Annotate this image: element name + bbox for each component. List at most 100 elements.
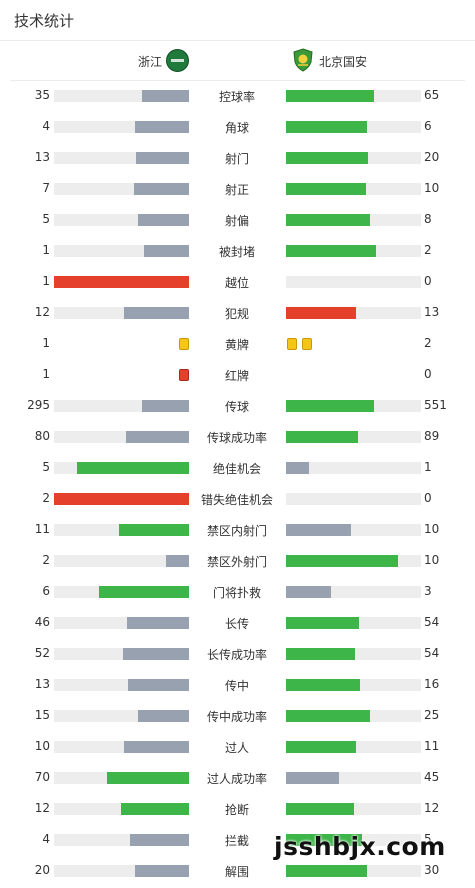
stat-row: 295 传球 551 (0, 391, 475, 422)
stat-label: 被封堵 (218, 245, 255, 259)
away-stat-bar (286, 90, 421, 102)
away-stat-bar-fill (286, 586, 331, 598)
home-stat-value: 12 (34, 305, 50, 319)
stat-label: 黄牌 (224, 338, 249, 352)
home-stat-bar (54, 183, 189, 195)
home-stat-bar-fill (124, 307, 189, 319)
home-stat-value: 4 (42, 119, 50, 133)
away-stat-bar (286, 865, 421, 877)
away-stat-value: 3 (424, 584, 432, 598)
away-team-logo (293, 48, 313, 72)
home-stat-value: 13 (34, 677, 50, 691)
stat-row: 1 黄牌 2 (0, 329, 475, 360)
home-stat-bar (54, 648, 189, 660)
home-stat-value: 1 (42, 243, 50, 257)
home-stat-bar-fill (77, 462, 189, 474)
away-stat-bar (286, 152, 421, 164)
home-stat-value: 6 (42, 584, 50, 598)
home-stat-value: 2 (42, 553, 50, 567)
stat-row: 80 传球成功率 89 (0, 422, 475, 453)
away-stat-bar-fill (286, 648, 355, 660)
away-stat-value: 10 (424, 553, 440, 567)
home-stat-value: 2 (42, 491, 50, 505)
home-stat-bar (54, 90, 189, 102)
stat-row: 1 红牌 0 (0, 360, 475, 391)
stat-label: 绝佳机会 (212, 462, 261, 476)
home-stat-bar-fill (144, 245, 189, 257)
stat-row: 13 射门 20 (0, 143, 475, 174)
stat-label: 长传 (224, 617, 249, 631)
home-stat-value: 12 (34, 801, 50, 815)
stat-label: 传球成功率 (206, 431, 267, 445)
home-stat-bar-fill (107, 772, 189, 784)
home-team-logo (166, 49, 189, 72)
stat-row: 6 门将扑救 3 (0, 577, 475, 608)
away-stat-bar (286, 431, 421, 443)
stat-row: 4 拦截 5 (0, 825, 475, 856)
away-stat-bar (286, 710, 421, 722)
away-stat-value: 65 (424, 88, 440, 102)
home-stat-value: 1 (42, 367, 50, 381)
home-stat-value: 15 (34, 708, 50, 722)
away-stat-value: 16 (424, 677, 440, 691)
home-stat-value: 70 (34, 770, 50, 784)
home-stat-value: 35 (34, 88, 50, 102)
away-stat-bar (286, 555, 421, 567)
stat-row: 4 角球 6 (0, 112, 475, 143)
home-stat-bar-fill (142, 90, 189, 102)
stat-row: 7 射正 10 (0, 174, 475, 205)
stat-label: 控球率 (218, 90, 255, 104)
stat-label: 射门 (224, 152, 249, 166)
away-stat-bar-fill (286, 710, 370, 722)
away-stat-bar-fill (286, 152, 368, 164)
away-stat-bar (286, 586, 421, 598)
away-stat-bar (286, 214, 421, 226)
stat-row: 1 越位 0 (0, 267, 475, 298)
stat-label: 错失绝佳机会 (200, 493, 273, 507)
home-stat-value: 5 (42, 460, 50, 474)
away-stat-bar-fill (286, 121, 367, 133)
away-stat-value: 54 (424, 615, 440, 629)
home-stat-bar (54, 431, 189, 443)
home-stat-bar (54, 214, 189, 226)
away-stat-bar-fill (286, 307, 356, 319)
page-title: 技术统计 (14, 12, 75, 30)
away-stat-bar (286, 617, 421, 629)
stat-label: 长传成功率 (206, 648, 267, 662)
home-stat-bar (54, 276, 189, 288)
away-stat-value: 10 (424, 522, 440, 536)
away-stat-value: 1 (424, 460, 432, 474)
home-stat-bar-fill (142, 400, 189, 412)
stat-row: 10 过人 11 (0, 732, 475, 763)
away-stat-bar-fill (286, 400, 374, 412)
stat-label: 射偏 (224, 214, 249, 228)
away-stat-bar-fill (286, 462, 309, 474)
home-stat-bar-fill (128, 679, 189, 691)
away-stat-value: 54 (424, 646, 440, 660)
away-stat-value: 6 (424, 119, 432, 133)
stat-row: 11 禁区内射门 10 (0, 515, 475, 546)
home-stat-bar-fill (138, 710, 189, 722)
home-stat-value: 13 (34, 150, 50, 164)
home-stat-value: 5 (42, 212, 50, 226)
home-stat-bar-fill (54, 493, 189, 505)
away-stat-bar (286, 741, 421, 753)
home-stat-bar (54, 152, 189, 164)
away-stat-bar-fill (286, 245, 376, 257)
home-stat-value: 52 (34, 646, 50, 660)
away-stat-bar (286, 276, 421, 288)
stat-label: 抢断 (224, 803, 249, 817)
away-stat-bar-fill (286, 214, 370, 226)
home-stat-value: 80 (34, 429, 50, 443)
away-stat-bar-fill (286, 803, 354, 815)
home-stat-bar-fill (121, 803, 189, 815)
home-stat-bar (54, 245, 189, 257)
away-stat-bar (286, 121, 421, 133)
away-stat-bar-fill (286, 741, 356, 753)
stat-row: 12 犯规 13 (0, 298, 475, 329)
stat-label: 传球 (224, 400, 249, 414)
watermark-logo: jsshbjx.com (274, 832, 446, 861)
home-stat-value: 46 (34, 615, 50, 629)
stat-row: 1 被封堵 2 (0, 236, 475, 267)
stat-label: 红牌 (224, 369, 249, 383)
